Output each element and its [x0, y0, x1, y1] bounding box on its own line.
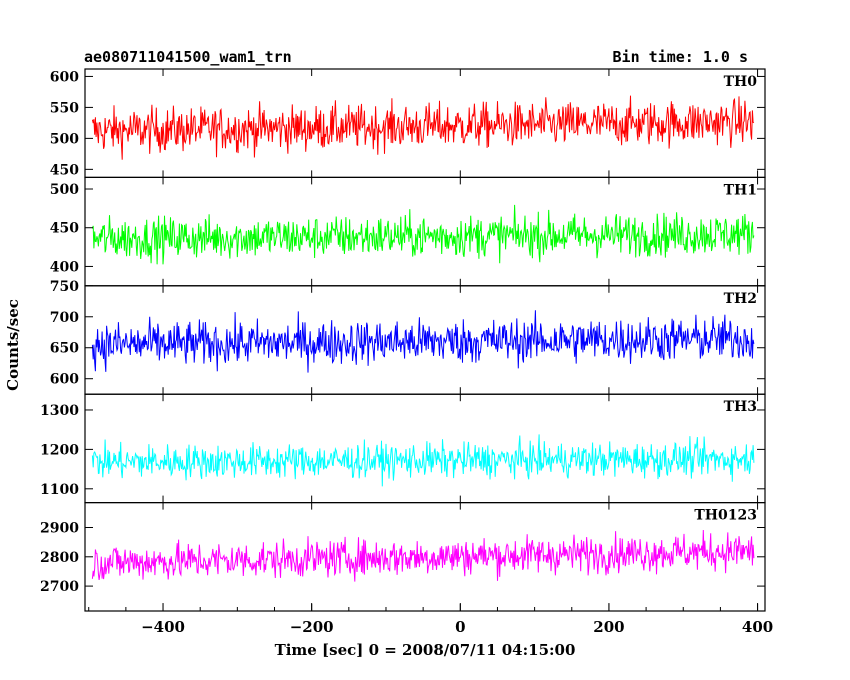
- panel-label-th2: TH2: [724, 291, 757, 307]
- y-tick-label: 1100: [40, 482, 79, 498]
- y-tick-label: 1200: [40, 442, 79, 458]
- y-tick-label: 500: [50, 182, 79, 198]
- y-axis-label: Counts/sec: [4, 299, 22, 391]
- y-tick-label: 450: [50, 162, 79, 178]
- y-tick-label: 2900: [40, 521, 79, 537]
- panel-label-th0123: TH0123: [694, 508, 757, 524]
- panel-label-th3: TH3: [724, 399, 757, 415]
- panel-th1: 400 450 500 TH1: [50, 176, 766, 287]
- y-tick-label: 700: [50, 310, 79, 326]
- y-tick-label: 650: [50, 341, 79, 357]
- y-tick-label: 1300: [40, 403, 79, 419]
- x-axis: −400 −200 0 200 400: [88, 603, 773, 636]
- y-tick-label: 550: [50, 100, 79, 116]
- y-tick-label: 2800: [40, 550, 79, 566]
- series-line-th3: [91, 434, 755, 487]
- y-tick-label: 2700: [40, 579, 79, 595]
- y-tick-label: 600: [50, 69, 79, 85]
- y-tick-label: 450: [50, 221, 79, 237]
- series-line-th0: [91, 95, 755, 160]
- panel-th2: 600 650 700 750 TH2: [50, 279, 766, 395]
- x-tick-label: −400: [141, 618, 185, 636]
- panel-th3: 1100 1200 1300 TH3: [40, 393, 766, 504]
- x-tick-label: 400: [742, 618, 773, 636]
- y-tick-label: 600: [50, 372, 79, 388]
- panel-th0: 450 500 550 600 TH0: [50, 68, 766, 178]
- panels-group: 450 500 550 600 TH0 400 450 500 TH1 600 650 700 750 T…: [40, 68, 766, 612]
- x-tick-label: −200: [290, 618, 334, 636]
- series-line-th1: [91, 204, 755, 265]
- panel-th0123: 2700 2800 2900 TH0123: [40, 502, 766, 612]
- panel-frame-th3: [84, 393, 766, 504]
- chart-title: ae080711041500_wam1_trn: [84, 48, 292, 66]
- y-tick-label: 750: [50, 279, 79, 295]
- x-tick-label: 200: [593, 618, 624, 636]
- panel-frame-th0123: [84, 502, 766, 612]
- series-line-th0123: [91, 529, 755, 582]
- y-tick-label: 400: [50, 259, 79, 275]
- x-tick-label: 0: [455, 618, 465, 636]
- x-axis-label: Time [sec] 0 = 2008/07/11 04:15:00: [275, 641, 576, 659]
- y-tick-label: 500: [50, 131, 79, 147]
- series-line-th2: [91, 310, 755, 373]
- panel-label-th0: TH0: [724, 74, 758, 90]
- bin-time-label: Bin time: 1.0 s: [613, 48, 748, 66]
- panel-label-th1: TH1: [724, 182, 757, 198]
